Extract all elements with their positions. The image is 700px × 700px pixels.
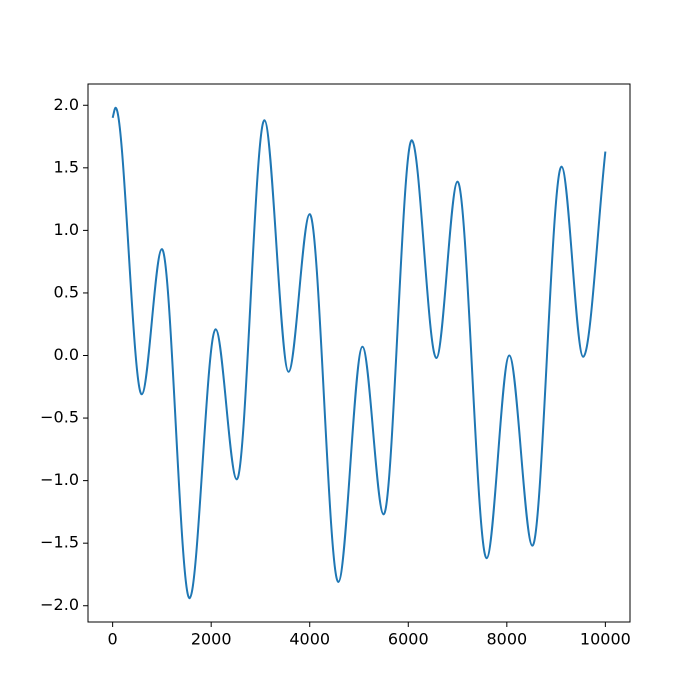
y-tick-label: 0.0	[54, 345, 79, 364]
y-tick-label: −1.0	[40, 470, 79, 489]
y-tick-label: −2.0	[40, 595, 79, 614]
x-tick-label: 10000	[580, 630, 631, 649]
x-tick-label: 8000	[486, 630, 527, 649]
y-tick-label: 1.0	[54, 220, 79, 239]
x-tick-label: 0	[108, 630, 118, 649]
y-tick-label: 0.5	[54, 282, 79, 301]
x-tick-label: 6000	[388, 630, 429, 649]
data-line	[111, 106, 607, 600]
y-tick-label: −1.5	[40, 533, 79, 552]
x-tick-label: 2000	[191, 630, 232, 649]
y-tick-label: −0.5	[40, 408, 79, 427]
y-tick-label: 2.0	[54, 95, 79, 114]
y-tick-label: 1.5	[54, 157, 79, 176]
plot-frame	[87, 83, 631, 623]
x-tick-label: 4000	[289, 630, 330, 649]
